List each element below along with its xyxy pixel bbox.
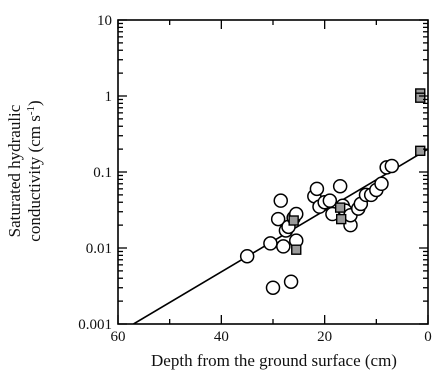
y-tick-label: 0.01 bbox=[86, 241, 112, 257]
y-tick-label: 1 bbox=[105, 89, 113, 105]
data-point-circle bbox=[273, 193, 288, 208]
y-tick-label: 10 bbox=[97, 13, 112, 29]
plot-area: 60 40 20 0 0.001 0.01 0.1 1 10 bbox=[78, 13, 432, 345]
x-tick-label: 60 bbox=[111, 329, 126, 345]
data-point-square bbox=[334, 202, 346, 213]
data-point-circle bbox=[263, 236, 278, 251]
data-point-circle bbox=[374, 176, 389, 192]
fit-line-group bbox=[133, 148, 428, 324]
y-axis-title-superscript: -1 bbox=[25, 106, 37, 115]
data-point-square bbox=[415, 145, 426, 157]
data-point-circle bbox=[239, 248, 255, 264]
y-axis-title: Saturated hydraulic conductivity (cm s-1… bbox=[5, 100, 44, 241]
data-point-circle bbox=[309, 181, 325, 197]
data-point-circle bbox=[283, 274, 299, 289]
y-tick-label: 0.1 bbox=[93, 165, 112, 181]
markers-group bbox=[239, 88, 426, 295]
data-point-square bbox=[288, 215, 299, 226]
y-tick-label: 0.001 bbox=[78, 317, 112, 333]
y-axis-title-line1: Saturated hydraulic bbox=[5, 104, 24, 237]
data-point-circle bbox=[384, 158, 400, 174]
data-point-circle bbox=[270, 211, 286, 227]
x-tick-label: 0 bbox=[424, 329, 432, 345]
x-tick-label: 40 bbox=[214, 329, 229, 345]
fit-line bbox=[133, 148, 428, 324]
x-tick-label: 20 bbox=[317, 329, 332, 345]
y-axis-title-close: ) bbox=[25, 100, 44, 106]
data-point-circle bbox=[322, 193, 338, 208]
data-point-square bbox=[336, 213, 347, 225]
data-point-square bbox=[291, 244, 302, 255]
data-point-circle bbox=[265, 280, 281, 295]
x-axis-title: Depth from the ground surface (cm) bbox=[151, 351, 397, 370]
data-point-square bbox=[415, 92, 426, 103]
y-axis-title-unit: conductivity (cm s bbox=[25, 115, 44, 242]
data-point-circle bbox=[332, 178, 348, 194]
data-point-circle bbox=[276, 239, 291, 254]
y-axis-title-line2: conductivity (cm s-1) bbox=[25, 100, 44, 241]
